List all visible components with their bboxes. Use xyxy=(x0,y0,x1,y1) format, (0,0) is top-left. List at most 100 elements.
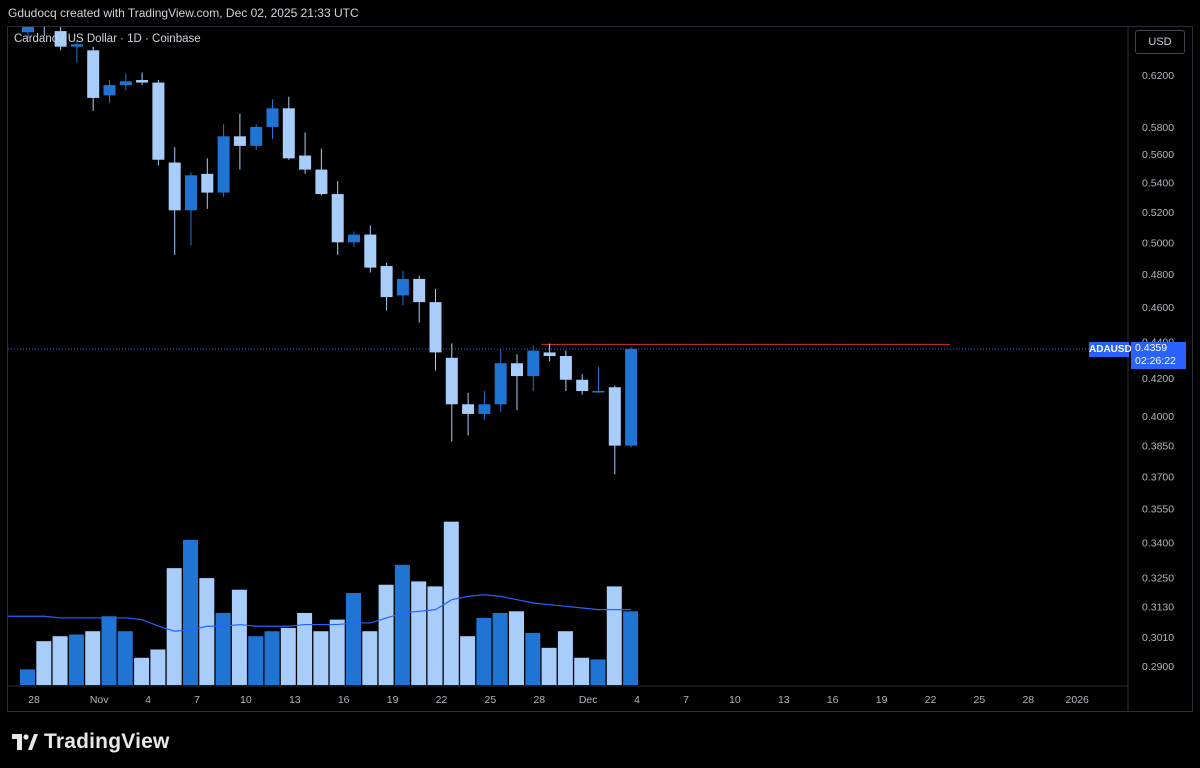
time-tick-label: 4 xyxy=(634,694,640,706)
candle-body xyxy=(396,278,409,296)
candle-body xyxy=(348,234,360,243)
volume-bar xyxy=(264,631,280,685)
volume-bar xyxy=(215,612,231,685)
candle-body xyxy=(119,81,132,86)
volume-bar xyxy=(362,631,378,685)
price-chart[interactable]: 0.6200 0.5800 0.5600 0.5400 0.5200 0.5000 0.48… xyxy=(0,0,1200,712)
volume-bar xyxy=(509,611,524,685)
candle-body xyxy=(331,194,344,243)
volume-bar xyxy=(52,636,68,685)
price-tick-label: 0.4800 xyxy=(1142,269,1174,281)
candle-body xyxy=(511,363,523,377)
volume-bar xyxy=(248,636,264,685)
time-tick-label: 13 xyxy=(289,694,301,706)
candle-body xyxy=(266,108,279,127)
candle-body xyxy=(576,379,589,391)
price-tick-label: 0.5400 xyxy=(1142,177,1174,189)
candle-body xyxy=(152,82,165,160)
volume-bar xyxy=(231,589,247,685)
candle-body xyxy=(494,363,507,405)
volume-bar xyxy=(134,657,150,685)
author-credit: Gdudocq created with TradingView.com, De… xyxy=(8,6,359,20)
price-tick-label: 0.3700 xyxy=(1142,472,1174,484)
candle-body xyxy=(299,155,312,170)
candle-body xyxy=(201,173,214,193)
volume-ma-line xyxy=(8,594,632,632)
last-price-label: 0.4359 02:26:22 xyxy=(1131,342,1186,369)
time-tick-label: 19 xyxy=(876,694,888,706)
candle-body xyxy=(462,404,475,414)
time-tick-label: 28 xyxy=(1022,694,1034,706)
price-tick-label: 0.5200 xyxy=(1142,207,1174,219)
time-tick-label: 25 xyxy=(974,694,986,706)
price-tick-label: 0.5800 xyxy=(1142,122,1174,134)
candle-body xyxy=(592,390,605,393)
candle-body xyxy=(168,162,181,211)
chart-header: Gdudocq created with TradingView.com, De… xyxy=(0,0,1200,26)
volume-bar xyxy=(101,616,117,685)
tradingview-logo[interactable]: TradingView xyxy=(12,730,170,754)
time-tick-label: 10 xyxy=(240,694,252,706)
candle-body xyxy=(233,136,246,146)
volume-bar xyxy=(280,627,296,685)
candle-body xyxy=(543,352,556,357)
volume-bar xyxy=(68,634,84,685)
candle-body xyxy=(136,80,149,83)
price-tick-label: 0.6200 xyxy=(1142,70,1174,82)
candle-body xyxy=(429,302,442,353)
price-tick-label: 0.4200 xyxy=(1142,373,1174,385)
volume-bar xyxy=(394,564,410,685)
candle-body xyxy=(315,169,328,195)
volume-bar xyxy=(623,611,639,685)
candle-body xyxy=(217,136,230,193)
volume-bar xyxy=(183,539,198,685)
candle-body xyxy=(54,31,67,47)
candle-body xyxy=(38,21,50,27)
candle-body xyxy=(608,387,621,446)
candle-body xyxy=(478,404,491,414)
price-tick-label: 0.4000 xyxy=(1142,411,1174,423)
candle-body xyxy=(445,357,458,405)
candle-body xyxy=(527,350,540,377)
time-tick-label: 10 xyxy=(729,694,741,706)
price-tick-label: 0.4600 xyxy=(1142,302,1174,314)
price-tick-label: 0.3850 xyxy=(1142,441,1174,453)
candle-body xyxy=(70,44,83,47)
price-tick-label: 0.5600 xyxy=(1142,149,1174,161)
bar-countdown: 02:26:22 xyxy=(1135,355,1176,367)
volume-bar xyxy=(378,584,394,685)
volume-bar xyxy=(346,593,361,685)
footer xyxy=(0,712,1200,768)
price-tick-label: 0.3400 xyxy=(1142,537,1174,549)
candle-body xyxy=(22,27,34,33)
candle-body xyxy=(380,266,393,298)
time-tick-label: 28 xyxy=(533,694,545,706)
volume-bar xyxy=(199,578,215,685)
volume-bar xyxy=(427,586,443,685)
candle-body xyxy=(103,85,116,96)
candle-body xyxy=(559,356,572,380)
volume-bar xyxy=(476,617,492,685)
price-tick-label: 0.3250 xyxy=(1142,572,1174,584)
volume-bar xyxy=(492,612,508,685)
time-tick-label: 22 xyxy=(925,694,937,706)
symbol-price-label: ADAUSD xyxy=(1089,342,1132,357)
chart-frame xyxy=(7,26,1193,712)
price-tick-label: 0.3130 xyxy=(1142,602,1174,614)
currency-selector[interactable]: USD xyxy=(1135,30,1185,54)
tradingview-wordmark: TradingView xyxy=(44,730,170,753)
time-tick-label: 22 xyxy=(436,694,448,706)
time-tick-label: 7 xyxy=(683,694,689,706)
candle-body xyxy=(625,349,638,446)
candle-body xyxy=(364,234,377,268)
volume-bar xyxy=(313,631,329,685)
volume-bar xyxy=(329,619,345,685)
candle-body xyxy=(413,278,426,303)
time-tick-label: Dec xyxy=(579,694,598,706)
candle-body xyxy=(185,175,197,211)
symbol-title[interactable]: Cardano / US Dollar · 1D · Coinbase xyxy=(14,33,201,45)
time-tick-label: 28 xyxy=(28,694,40,706)
price-tick-label: 0.2900 xyxy=(1142,661,1174,673)
volume-bar xyxy=(541,647,557,685)
tradingview-icon xyxy=(12,734,38,750)
